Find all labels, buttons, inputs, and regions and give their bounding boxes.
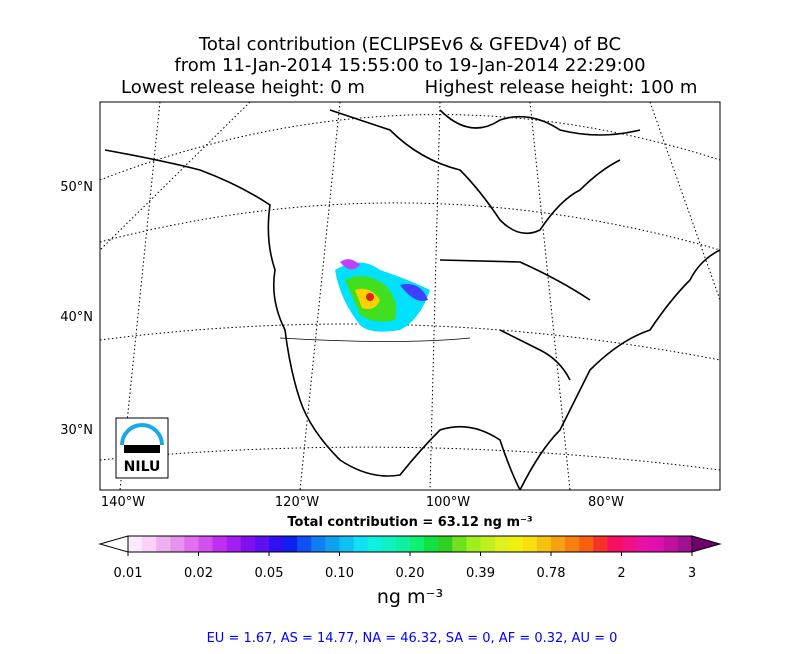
colorbar-cell [325, 536, 340, 552]
colorbar-cell [607, 536, 622, 552]
logo-text: NILU [124, 459, 161, 475]
colorbar-cell [156, 536, 171, 552]
colorbar-cell [212, 536, 228, 552]
colorbar-tick-label: 0.39 [466, 566, 495, 581]
footer: EU = 1.67, AS = 14.77, NA = 46.32, SA = … [207, 631, 618, 646]
colorbar-cell [367, 536, 383, 552]
colorbar-tick-label: 3 [688, 566, 696, 581]
colorbar-cell [240, 536, 256, 552]
title-line: Highest release height: 100 m [425, 77, 698, 98]
lat-label: 30°N [60, 423, 93, 438]
lon-label: 140°W [101, 495, 145, 510]
colorbar-cell [226, 536, 242, 552]
colorbar-cell [254, 536, 270, 552]
colorbar-cell [184, 536, 199, 552]
map-frame [99, 101, 721, 491]
colorbar-cell [579, 536, 594, 552]
title-line: Lowest release height: 0 m [121, 77, 365, 98]
title-line: from 11-Jan-2014 15:55:00 to 19-Jan-2014… [174, 55, 645, 76]
logo: NILU [115, 417, 169, 479]
colorbar-cell [410, 536, 425, 552]
colorbar-cell [297, 536, 312, 552]
plume [335, 259, 430, 332]
colorbar-cell [565, 536, 580, 552]
colorbar-cell [593, 536, 608, 552]
colorbar-cell [508, 536, 524, 552]
colorbar-cell [494, 536, 510, 552]
colorbar-cell [269, 536, 284, 552]
colorbar-cell [551, 536, 566, 552]
colorbar-cell [522, 536, 538, 552]
lon-label: 120°W [275, 495, 319, 510]
lat-label: 40°N [60, 310, 93, 325]
colorbar-extend [98, 535, 129, 553]
colorbar-cell [170, 536, 185, 552]
colorbar-cell [424, 536, 439, 552]
colorbar-cell [452, 536, 467, 552]
colorbar-unit: ng m⁻³ [377, 586, 443, 608]
colorbar-cell [395, 536, 411, 552]
colorbar-cell [677, 536, 693, 552]
colorbar: 0.01 0.02 0.05 0.10 0.20 0.39 0.78 2 3 [98, 535, 722, 581]
colorbar-cell [663, 536, 679, 552]
total-label: Total contribution = 63.12 ng m⁻³ [287, 515, 532, 530]
colorbar-cell [128, 536, 143, 552]
colorbar-tick-label: 0.02 [184, 566, 213, 581]
lon-label: 80°W [588, 495, 624, 510]
colorbar-cell [381, 536, 397, 552]
colorbar-cell [649, 536, 665, 552]
colorbar-cell [339, 536, 355, 552]
colorbar-cell [142, 536, 157, 552]
colorbar-tick-label: 2 [617, 566, 625, 581]
colorbar-cell [353, 536, 369, 552]
colorbar-cell [283, 536, 298, 552]
lon-label: 100°W [426, 495, 470, 510]
colorbar-cell [621, 536, 637, 552]
colorbar-tick-label: 0.20 [396, 566, 425, 581]
colorbar-cell [635, 536, 651, 552]
colorbar-tick-label: 0.78 [537, 566, 566, 581]
colorbar-cell [536, 536, 552, 552]
map: NILU 50°N 40°N 30°N 140°W 120°W 100°W 80… [60, 101, 721, 510]
colorbar-cell [480, 536, 496, 552]
lat-label: 50°N [60, 180, 93, 195]
colorbar-tick-label: 0.10 [325, 566, 354, 581]
colorbar-tick-label: 0.01 [114, 566, 143, 581]
colorbar-cell [466, 536, 481, 552]
colorbar-cell [198, 536, 214, 552]
colorbar-tick-label: 0.05 [255, 566, 284, 581]
colorbar-cell [438, 536, 453, 552]
title-line: Total contribution (ECLIPSEv6 & GFEDv4) … [198, 34, 621, 55]
colorbar-extend [691, 535, 722, 553]
colorbar-cell [311, 536, 326, 552]
